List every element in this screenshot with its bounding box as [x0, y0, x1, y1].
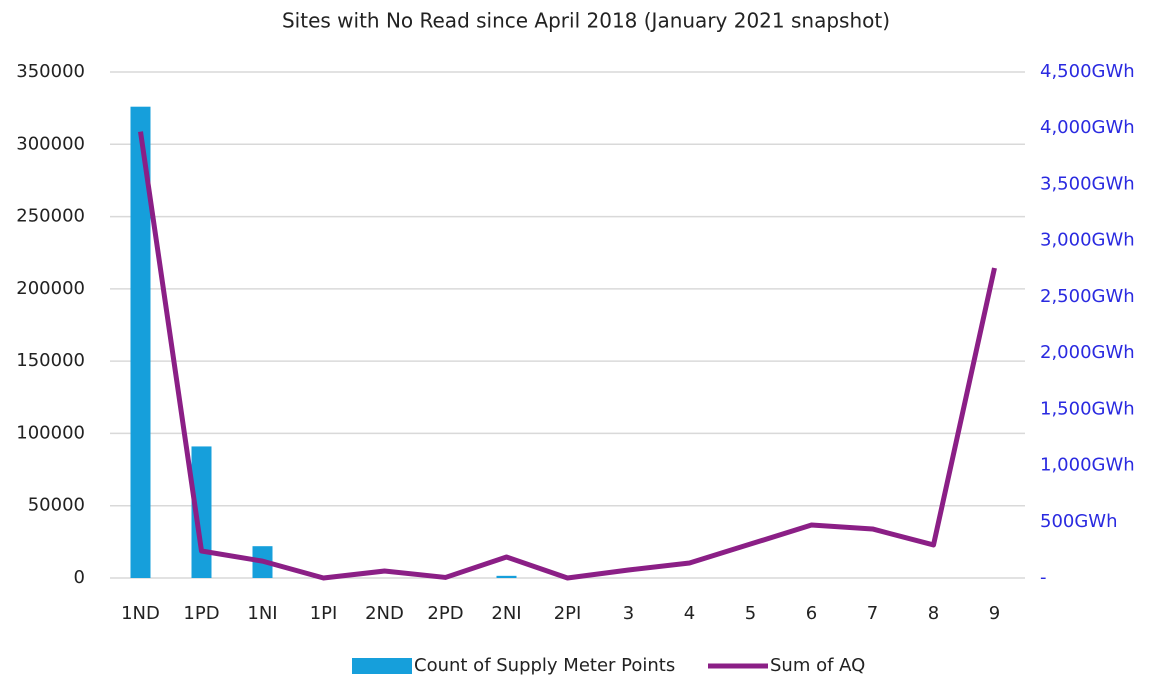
y-tick-label: 0 — [74, 567, 85, 588]
y-tick-label: 200000 — [16, 278, 85, 299]
y-tick-label: 250000 — [16, 206, 85, 227]
y2-tick-label: 1,000GWh — [1040, 455, 1135, 476]
x-tick-label: 1NI — [247, 603, 277, 624]
x-tick-label: 8 — [928, 603, 939, 624]
x-tick-label: 3 — [623, 603, 634, 624]
y2-tick-label: 2,500GWh — [1040, 286, 1135, 307]
x-tick-label: 6 — [806, 603, 817, 624]
x-tick-label: 1PI — [310, 603, 338, 624]
x-tick-label: 2NI — [491, 603, 521, 624]
x-tick-label: 2PI — [554, 603, 582, 624]
legend-label: Sum of AQ — [770, 655, 865, 676]
y-tick-label: 150000 — [16, 350, 85, 371]
y2-tick-label: 4,500GWh — [1040, 61, 1135, 82]
legend-label: Count of Supply Meter Points — [414, 655, 675, 676]
x-tick-label: 9 — [989, 603, 1000, 624]
x-tick-label: 7 — [867, 603, 878, 624]
y-tick-label: 350000 — [16, 61, 85, 82]
y2-tick-label: 3,000GWh — [1040, 230, 1135, 251]
y2-tick-label: 3,500GWh — [1040, 173, 1135, 194]
y2-tick-label: 1,500GWh — [1040, 398, 1135, 419]
x-tick-label: 2ND — [365, 603, 404, 624]
y-tick-label: 100000 — [16, 422, 85, 443]
y2-tick-label: 2,000GWh — [1040, 342, 1135, 363]
legend-swatch — [352, 658, 412, 674]
x-tick-label: 4 — [684, 603, 695, 624]
line — [141, 132, 995, 578]
y-tick-label: 300000 — [16, 133, 85, 154]
x-tick-label: 5 — [745, 603, 756, 624]
y2-tick-label: 500GWh — [1040, 511, 1118, 532]
x-tick-label: 1PD — [183, 603, 219, 624]
y2-tick-label: - — [1040, 567, 1047, 588]
chart-title: Sites with No Read since April 2018 (Jan… — [282, 9, 890, 33]
y2-tick-label: 4,000GWh — [1040, 117, 1135, 138]
bar — [497, 576, 517, 578]
x-tick-label: 1ND — [121, 603, 160, 624]
y-tick-label: 50000 — [28, 495, 85, 516]
x-tick-label: 2PD — [427, 603, 463, 624]
